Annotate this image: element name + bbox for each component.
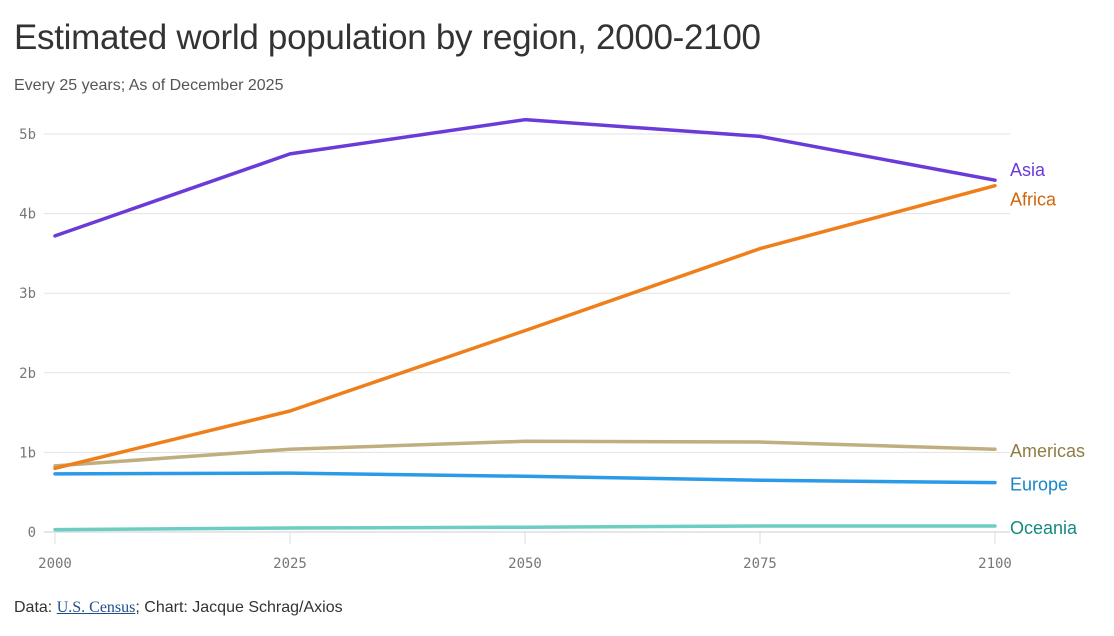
series-label-americas: Americas xyxy=(1010,441,1085,461)
y-tick-label: 0 xyxy=(28,525,36,541)
footer-prefix: Data: xyxy=(14,599,57,616)
series-line-europe xyxy=(53,471,997,485)
series-line-oceania xyxy=(53,524,997,532)
y-tick-label: 1b xyxy=(19,445,36,461)
y-tick-label: 5b xyxy=(19,127,36,143)
chart-title: Estimated world population by region, 20… xyxy=(14,18,761,57)
x-tick-label: 2075 xyxy=(743,556,777,572)
series-line-americas xyxy=(53,439,997,468)
footer-credit: Data: U.S. Census; Chart: Jacque Schrag/… xyxy=(14,599,343,617)
series-line-asia xyxy=(53,117,997,238)
x-tick-label: 2000 xyxy=(38,556,72,572)
chart-subtitle: Every 25 years; As of December 2025 xyxy=(14,77,284,94)
series-label-oceania: Oceania xyxy=(1010,518,1078,538)
source-link[interactable]: U.S. Census xyxy=(56,599,136,616)
y-tick-label: 3b xyxy=(19,286,36,302)
x-tick-label: 2100 xyxy=(978,556,1012,572)
x-tick-label: 2050 xyxy=(508,556,542,572)
series-line-africa xyxy=(53,183,997,471)
series-label-africa: Africa xyxy=(1010,190,1057,210)
footer-suffix: ; Chart: Jacque Schrag/Axios xyxy=(135,599,343,616)
series-label-asia: Asia xyxy=(1010,160,1046,180)
y-tick-label: 4b xyxy=(19,207,36,223)
series-label-europe: Europe xyxy=(1010,475,1068,495)
y-tick-label: 2b xyxy=(19,366,36,382)
x-tick-label: 2025 xyxy=(273,556,307,572)
